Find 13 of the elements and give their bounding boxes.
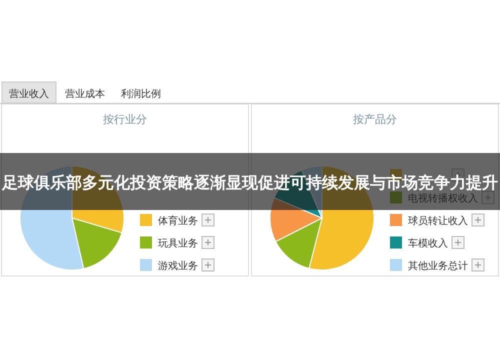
legend-label: 其他业务总计 (408, 260, 468, 272)
chart-title: 按行业分 (103, 113, 147, 126)
text: 营业收入 (9, 88, 49, 100)
legend-label: 游戏业务 (158, 260, 198, 272)
legend-label: 体育业务 (158, 215, 198, 227)
legend-label: 电视转播权收入 (408, 192, 478, 204)
text: 营业成本 (65, 88, 105, 100)
text: 利润比例 (121, 88, 161, 100)
legend-label: 球员转让收入 (408, 215, 468, 227)
text: 按产品分 (353, 113, 397, 126)
legend-label: 车模收入 (408, 238, 448, 250)
legend-label: 玩具业务 (158, 238, 198, 250)
text: 足球俱乐部多元化投资策略逐渐显现促进可持续发展与市场竞争力提升 (1, 173, 498, 192)
